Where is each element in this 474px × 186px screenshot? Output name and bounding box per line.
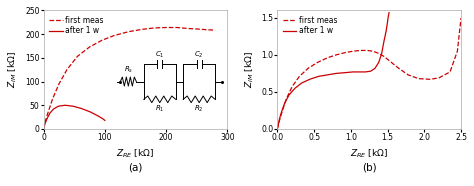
after 1 w (279, 110, 284, 112)
first meas (325, 57, 330, 59)
after 1 w (292, 87, 298, 89)
first meas (212, 29, 218, 31)
after 1 w (379, 52, 384, 54)
after 1 w (102, 119, 108, 121)
Line: first meas: first meas (44, 28, 215, 129)
first meas (396, 67, 401, 69)
after 1 w (357, 71, 363, 73)
after 1 w (372, 67, 378, 69)
first meas (388, 61, 394, 63)
Line: after 1 w: after 1 w (44, 105, 105, 129)
after 1 w (79, 108, 84, 110)
after 1 w (275, 123, 281, 125)
first meas (139, 28, 145, 31)
after 1 w (307, 78, 312, 80)
after 1 w (316, 75, 321, 78)
Line: first meas: first meas (277, 18, 461, 129)
Y-axis label: $Z_{IM}$ [k$\Omega$]: $Z_{IM}$ [k$\Omega$] (243, 51, 255, 88)
after 1 w (282, 102, 288, 104)
first meas (50, 97, 56, 99)
first meas (174, 26, 180, 29)
first meas (280, 109, 285, 112)
first meas (447, 71, 453, 73)
first meas (357, 49, 363, 52)
first meas (163, 26, 169, 29)
first meas (151, 27, 157, 29)
after 1 w (383, 30, 389, 32)
first meas (205, 29, 210, 31)
X-axis label: $Z_{RE}$ [k$\Omega$]: $Z_{RE}$ [k$\Omega$] (350, 148, 388, 160)
first meas (428, 78, 433, 80)
first meas (274, 128, 280, 130)
after 1 w (41, 128, 46, 130)
after 1 w (385, 15, 391, 17)
after 1 w (95, 115, 100, 117)
first meas (376, 52, 382, 54)
first meas (125, 31, 131, 33)
after 1 w (43, 121, 48, 124)
after 1 w (45, 117, 50, 119)
after 1 w (277, 118, 283, 120)
first meas (370, 50, 376, 52)
first meas (41, 128, 46, 130)
first meas (333, 54, 339, 56)
first meas (200, 28, 206, 31)
first meas (350, 50, 356, 52)
X-axis label: $Z_{RE}$ [k$\Omega$]: $Z_{RE}$ [k$\Omega$] (117, 148, 155, 160)
first meas (185, 27, 191, 30)
after 1 w (376, 61, 382, 63)
after 1 w (47, 112, 53, 114)
Text: (b): (b) (362, 162, 376, 172)
after 1 w (70, 105, 76, 107)
first meas (342, 52, 348, 54)
Legend: first meas, after 1 w: first meas, after 1 w (281, 14, 339, 37)
after 1 w (386, 12, 392, 14)
first meas (43, 119, 48, 121)
after 1 w (342, 72, 348, 74)
first meas (364, 49, 370, 52)
first meas (289, 86, 295, 88)
after 1 w (62, 104, 68, 106)
first meas (192, 28, 198, 30)
Text: (a): (a) (128, 162, 143, 172)
first meas (283, 98, 289, 100)
after 1 w (299, 82, 304, 84)
after 1 w (385, 20, 391, 23)
first meas (99, 39, 105, 41)
after 1 w (363, 71, 368, 73)
first meas (315, 61, 320, 63)
after 1 w (274, 128, 280, 130)
first meas (458, 17, 464, 19)
after 1 w (55, 105, 61, 107)
after 1 w (286, 94, 292, 96)
Y-axis label: $Z_{IM}$ [k$\Omega$]: $Z_{IM}$ [k$\Omega$] (7, 51, 19, 88)
first meas (381, 55, 387, 57)
after 1 w (100, 117, 105, 120)
first meas (111, 34, 117, 37)
first meas (297, 75, 302, 78)
after 1 w (51, 108, 56, 110)
first meas (56, 83, 62, 85)
first meas (416, 78, 421, 80)
first meas (64, 69, 70, 71)
first meas (455, 50, 460, 52)
after 1 w (325, 74, 330, 76)
Line: after 1 w: after 1 w (277, 13, 389, 129)
after 1 w (41, 125, 47, 127)
first meas (436, 77, 442, 79)
after 1 w (87, 111, 93, 113)
first meas (211, 29, 217, 31)
after 1 w (333, 72, 339, 75)
first meas (405, 74, 411, 76)
first meas (74, 55, 80, 57)
after 1 w (350, 71, 356, 73)
first meas (87, 46, 92, 48)
after 1 w (368, 70, 374, 72)
first meas (46, 110, 51, 112)
after 1 w (381, 40, 387, 43)
first meas (277, 119, 283, 121)
first meas (305, 67, 311, 69)
Legend: first meas, after 1 w: first meas, after 1 w (47, 14, 105, 37)
first meas (209, 29, 214, 31)
